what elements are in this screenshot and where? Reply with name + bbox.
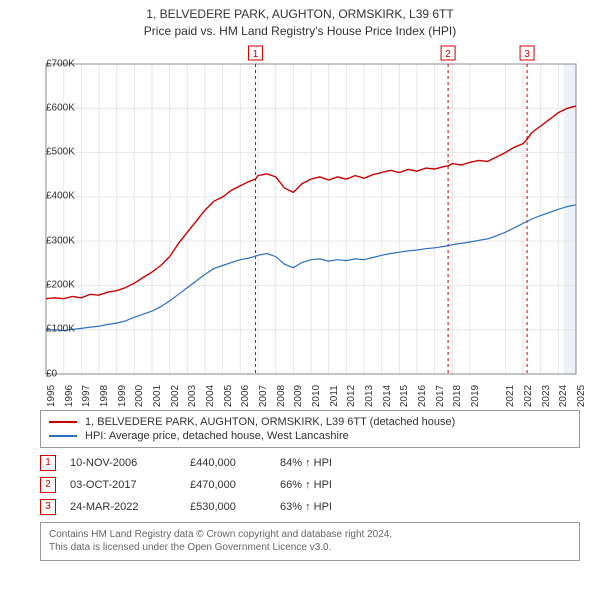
footer-line-2: This data is licensed under the Open Gov… [49, 541, 571, 555]
x-axis-label: 2015 [399, 384, 410, 406]
event-date: 10-NOV-2006 [70, 457, 190, 469]
event-date: 24-MAR-2022 [70, 501, 190, 513]
chart-plot: £0£100K£200K£300K£400K£500K£600K£700K199… [0, 44, 586, 404]
x-axis-label: 1999 [117, 384, 128, 406]
x-axis-label: 2018 [452, 384, 463, 406]
x-axis-label: 2009 [293, 384, 304, 406]
x-axis-label: 2003 [187, 384, 198, 406]
title-line-2: Price paid vs. HM Land Registry's House … [0, 23, 600, 40]
x-axis-label: 2019 [470, 384, 481, 406]
event-pct: 63% ↑ HPI [280, 501, 332, 513]
event-date: 03-OCT-2017 [70, 479, 190, 491]
title-line-1: 1, BELVEDERE PARK, AUGHTON, ORMSKIRK, L3… [0, 6, 600, 23]
legend-label: HPI: Average price, detached house, West… [85, 430, 349, 442]
event-pct: 66% ↑ HPI [280, 479, 332, 491]
x-axis-label: 2023 [541, 384, 552, 406]
x-axis-label: 2017 [435, 384, 446, 406]
event-badge: 1 [40, 455, 56, 471]
event-row: 1 10-NOV-2006£440,00084% ↑ HPI [40, 452, 580, 474]
x-axis-label: 1996 [64, 384, 75, 406]
legend-swatch [49, 421, 77, 423]
x-axis-label: 2010 [311, 384, 322, 406]
x-axis-label: 2024 [558, 384, 569, 406]
x-axis-label: 2007 [258, 384, 269, 406]
x-axis-label: 1998 [99, 384, 110, 406]
x-axis-label: 2001 [152, 384, 163, 406]
x-axis-label: 2000 [134, 384, 145, 406]
svg-text:3: 3 [524, 49, 530, 60]
event-badge: 2 [40, 477, 56, 493]
x-axis-label: 2014 [382, 384, 393, 406]
event-pct: 84% ↑ HPI [280, 457, 332, 469]
x-axis-label: 2013 [364, 384, 375, 406]
event-price: £440,000 [190, 457, 280, 469]
event-price: £470,000 [190, 479, 280, 491]
svg-text:1: 1 [253, 49, 259, 60]
legend-label: 1, BELVEDERE PARK, AUGHTON, ORMSKIRK, L3… [85, 416, 455, 428]
attribution-footer: Contains HM Land Registry data © Crown c… [40, 522, 580, 561]
chart-title-block: 1, BELVEDERE PARK, AUGHTON, ORMSKIRK, L3… [0, 0, 600, 44]
x-axis-label: 2005 [223, 384, 234, 406]
events-list: 1 10-NOV-2006£440,00084% ↑ HPI 2 03-OCT-201… [40, 452, 580, 518]
x-axis-label: 2004 [205, 384, 216, 406]
x-axis-label: 1997 [81, 384, 92, 406]
x-axis-label: 2016 [417, 384, 428, 406]
x-axis-label: 2008 [276, 384, 287, 406]
footer-line-1: Contains HM Land Registry data © Crown c… [49, 528, 571, 542]
x-axis-label: 1995 [46, 384, 57, 406]
legend: 1, BELVEDERE PARK, AUGHTON, ORMSKIRK, L3… [40, 410, 580, 448]
x-axis-label: 2025 [576, 384, 587, 406]
event-badge: 3 [40, 499, 56, 515]
x-axis-label: 2022 [523, 384, 534, 406]
legend-item: HPI: Average price, detached house, West… [49, 429, 571, 443]
legend-item: 1, BELVEDERE PARK, AUGHTON, ORMSKIRK, L3… [49, 415, 571, 429]
x-axis-label: 2006 [240, 384, 251, 406]
event-price: £530,000 [190, 501, 280, 513]
event-row: 3 24-MAR-2022£530,00063% ↑ HPI [40, 496, 580, 518]
x-axis-label: 2012 [346, 384, 357, 406]
event-row: 2 03-OCT-2017£470,00066% ↑ HPI [40, 474, 580, 496]
x-axis-label: 2011 [329, 385, 340, 407]
x-axis-label: 2021 [505, 384, 516, 406]
legend-swatch [49, 435, 77, 437]
svg-text:2: 2 [445, 49, 451, 60]
x-axis-label: 2002 [170, 384, 181, 406]
